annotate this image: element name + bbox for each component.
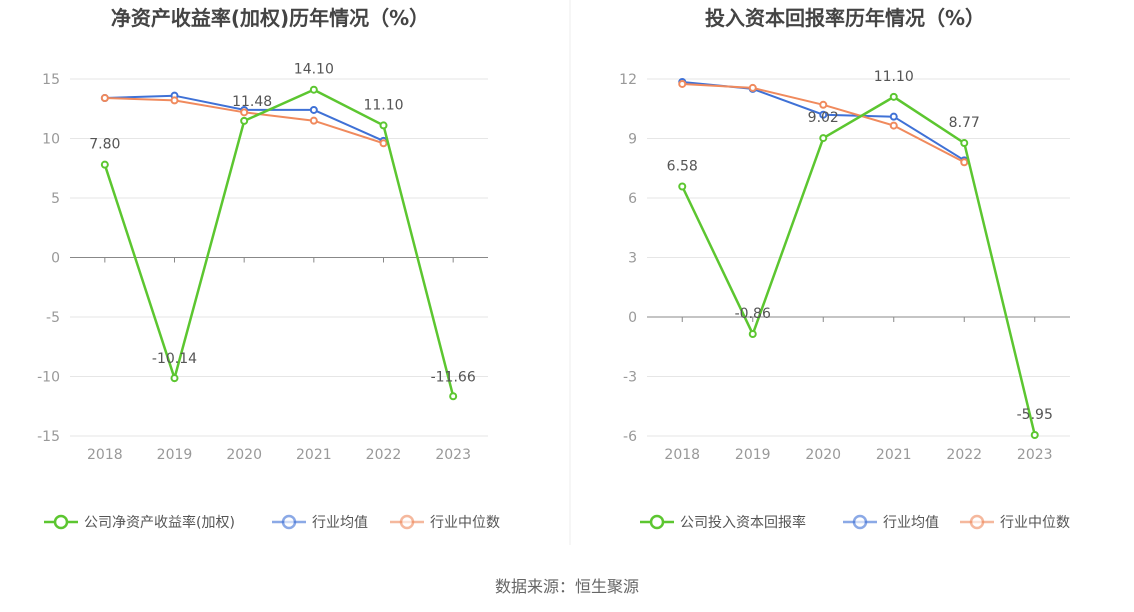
y-tick-label: 9 [628, 132, 637, 148]
legend-label: 行业中位数 [430, 515, 500, 531]
legend-label: 公司净资产收益率(加权) [84, 514, 235, 531]
y-tick-label: 0 [51, 251, 60, 267]
data-label: -5.95 [1017, 407, 1053, 423]
data-point-series-3[interactable] [170, 96, 179, 105]
legend-item-3[interactable]: 行业中位数 [390, 514, 500, 531]
data-point-series-3[interactable] [889, 121, 898, 130]
y-tick-label: 3 [628, 251, 637, 267]
data-label: 11.10 [363, 97, 403, 113]
data-label: 11.48 [232, 94, 272, 110]
chart-title: 投入资本回报率历年情况（%） [705, 6, 985, 30]
x-tick-label: 2021 [876, 447, 912, 463]
x-tick-label: 2020 [226, 447, 262, 463]
chart-title: 净资产收益率(加权)历年情况（%） [111, 6, 429, 30]
series-line-1 [681, 95, 1037, 436]
legend-marker-icon [53, 514, 69, 530]
y-tick-label: -5 [46, 310, 60, 326]
data-source: 数据来源：恒生聚源 [495, 577, 639, 596]
series-line-1 [103, 88, 455, 397]
data-point-series-1[interactable] [748, 330, 757, 339]
y-tick-label: 6 [628, 191, 637, 207]
legend-item-1[interactable]: 公司投入资本回报率 [640, 514, 806, 531]
x-tick-label: 2022 [946, 447, 982, 463]
x-tick-label: 2019 [157, 447, 193, 463]
data-point-series-2[interactable] [889, 112, 898, 121]
data-point-series-1[interactable] [678, 182, 687, 191]
x-tick-label: 2021 [296, 447, 332, 463]
data-label: 14.10 [294, 62, 334, 78]
data-point-series-2[interactable] [309, 105, 318, 114]
x-tick-label: 2018 [87, 447, 123, 463]
data-point-series-1[interactable] [100, 160, 109, 169]
legend-marker-icon [399, 514, 415, 530]
chart-2: 投入资本回报率历年情况（%） 12 9 6 3 0 -3 -6 2018 2019 2020 2021… [619, 6, 1070, 531]
data-point-series-1[interactable] [309, 85, 318, 94]
y-tick-label: 0 [628, 310, 637, 326]
data-label: -10.14 [152, 351, 197, 367]
x-tick-label: 2019 [735, 447, 771, 463]
x-tick-label: 2018 [664, 447, 700, 463]
data-label: -0.86 [735, 306, 771, 322]
data-point-series-3[interactable] [309, 116, 318, 125]
legend-item-2[interactable]: 行业均值 [843, 514, 939, 531]
legend-marker-icon [852, 514, 868, 530]
data-point-series-3[interactable] [100, 94, 109, 103]
legend-item-1[interactable]: 公司净资产收益率(加权) [44, 514, 235, 531]
x-tick-label: 2022 [366, 447, 402, 463]
data-point-series-1[interactable] [379, 121, 388, 130]
y-tick-label: 15 [42, 72, 60, 88]
data-label: 7.80 [89, 137, 120, 153]
data-point-series-1[interactable] [819, 134, 828, 143]
legend-label: 行业均值 [883, 515, 939, 531]
y-tick-label: -15 [37, 429, 60, 445]
y-tick-label: 10 [42, 132, 60, 148]
data-point-series-2[interactable] [819, 110, 828, 119]
legend-marker-icon [281, 514, 297, 530]
data-label: -11.66 [431, 369, 476, 385]
data-point-series-3[interactable] [240, 108, 249, 117]
data-label: 9.02 [808, 110, 839, 126]
x-tick-label: 2023 [435, 447, 471, 463]
data-point-series-3[interactable] [960, 158, 969, 167]
data-point-series-1[interactable] [240, 116, 249, 125]
data-point-series-1[interactable] [1030, 431, 1039, 440]
data-label: 6.58 [667, 158, 698, 174]
data-point-series-3[interactable] [678, 79, 687, 88]
data-point-series-3[interactable] [379, 139, 388, 148]
data-point-series-1[interactable] [449, 392, 458, 401]
legend-label: 行业中位数 [1000, 515, 1070, 531]
data-point-series-3[interactable] [819, 100, 828, 109]
legend-label: 行业均值 [312, 515, 368, 531]
data-point-series-3[interactable] [748, 83, 757, 92]
data-point-series-1[interactable] [170, 374, 179, 383]
legend-marker-icon [969, 514, 985, 530]
x-tick-label: 2020 [805, 447, 841, 463]
y-tick-label: 12 [619, 72, 637, 88]
y-tick-label: -10 [37, 370, 60, 386]
data-label: 8.77 [949, 115, 980, 131]
data-label: 11.10 [874, 69, 914, 85]
chart-1: 净资产收益率(加权)历年情况（%） 15 10 5 0 -5 -10 -15 2018 2019 2… [37, 6, 500, 531]
legend-item-3[interactable]: 行业中位数 [960, 514, 1070, 531]
data-point-series-1[interactable] [960, 139, 969, 148]
legend-marker-icon [649, 514, 665, 530]
data-point-series-1[interactable] [889, 92, 898, 101]
legend-label: 公司投入资本回报率 [680, 514, 806, 531]
x-tick-label: 2023 [1017, 447, 1053, 463]
y-tick-label: -6 [623, 429, 637, 445]
y-tick-label: 5 [51, 191, 60, 207]
legend-item-2[interactable]: 行业均值 [272, 514, 368, 531]
y-tick-label: -3 [623, 370, 637, 386]
